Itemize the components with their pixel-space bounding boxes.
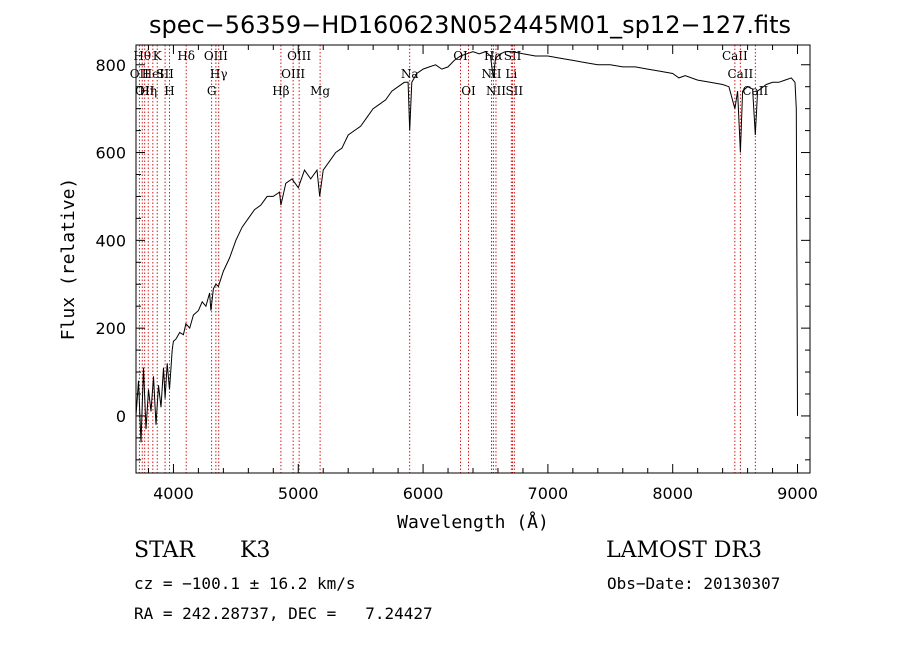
survey-name: LAMOST DR3 [606, 538, 762, 563]
observation-date: Obs−Date: 20130307 [607, 574, 781, 593]
emission-line-label: OIII [287, 49, 311, 63]
emission-line-label: HeI [142, 67, 165, 81]
emission-line-label: SII [505, 84, 523, 98]
emission-line-label: Hθ [133, 49, 151, 63]
emission-line-label: NII [486, 84, 506, 98]
emission-line-label: Mg [310, 84, 330, 98]
y-axis-label: Flux (relative) [58, 178, 79, 341]
x-tick-label: 4000 [153, 484, 194, 503]
emission-line-label: OI [461, 84, 476, 98]
coordinates-readout: RA = 242.28737, DEC = 7.24427 [134, 604, 433, 623]
y-tick-label: 400 [95, 231, 126, 250]
emission-line-label: OIII [204, 49, 228, 63]
plot-frame [135, 44, 811, 474]
y-tick-label: 600 [95, 144, 126, 163]
emission-line-label: K [153, 49, 163, 63]
emission-line-label: CaII [722, 49, 748, 63]
x-axis-label: Wavelength (Å) [397, 511, 549, 533]
emission-line-label: Hδ [177, 49, 195, 63]
spectrum-series-line [135, 51, 798, 443]
emission-line-label: H [164, 84, 174, 98]
emission-line-label: Na [401, 67, 419, 81]
x-axis-ticks: 4000 5000 6000 7000 8000 9000 [147, 45, 818, 503]
emission-line-label: OIII [281, 67, 305, 81]
x-tick-label: 9000 [777, 484, 818, 503]
emission-line-label: SII [156, 67, 174, 81]
emission-line-label: CaII [727, 67, 753, 81]
chart-title: spec−56359−HD160623N052445M01_sp12−127.f… [149, 11, 791, 39]
x-tick-label: 7000 [528, 484, 569, 503]
x-tick-label: 8000 [652, 484, 693, 503]
emission-line-label: Hη [139, 84, 157, 98]
emission-line-label: Li [505, 67, 517, 81]
emission-line-markers: OIIHθOIIHηHeIKSIIHHδGOIIIHγHβOIIIOIIIMgN… [130, 45, 768, 473]
emission-line-label: Hγ [210, 67, 228, 81]
emission-line-label: NII [481, 67, 501, 81]
x-tick-label: 6000 [403, 484, 444, 503]
emission-line-label: Hβ [272, 84, 289, 98]
emission-line-label: G [207, 84, 217, 98]
object-class: STAR [134, 538, 195, 563]
y-tick-label: 800 [95, 56, 126, 75]
x-tick-label: 5000 [278, 484, 319, 503]
object-subclass: K3 [240, 538, 271, 563]
emission-line-label: Hα [484, 49, 503, 63]
y-axis-ticks: 0 200 400 600 800 [95, 56, 810, 461]
y-tick-label: 200 [95, 319, 126, 338]
y-tick-label: 0 [116, 407, 126, 426]
emission-line-label: OII [135, 84, 155, 98]
redshift-readout: cz = −100.1 ± 16.2 km/s [134, 574, 356, 593]
